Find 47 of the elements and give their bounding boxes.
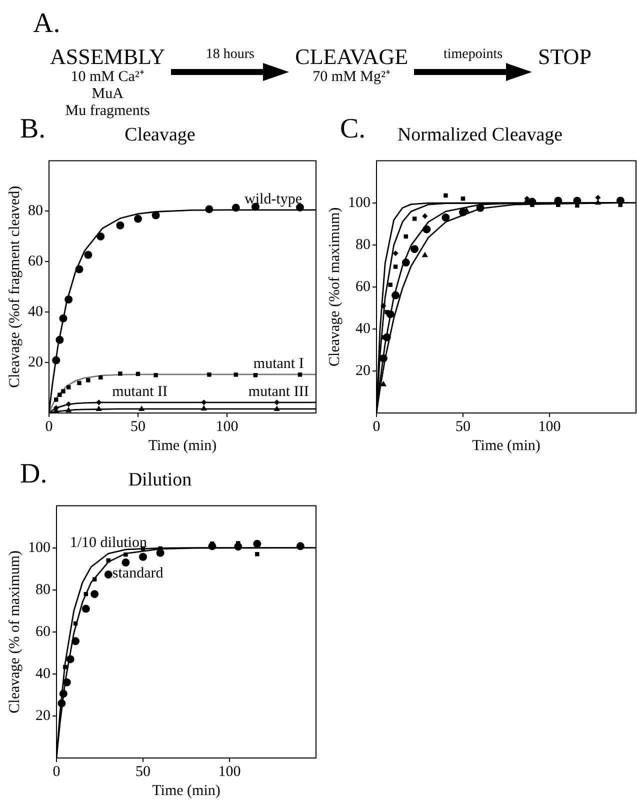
x-tick-label: 0 [52, 764, 60, 780]
y-tick-label: 60 [36, 624, 50, 640]
x-tick-label: 50 [456, 418, 470, 435]
text: A. [33, 8, 60, 40]
y-tick-label: 20 [356, 362, 370, 379]
x-tick-label: 100 [538, 418, 561, 435]
y-tick-label: 80 [28, 203, 43, 220]
y-tick-label: 100 [348, 194, 370, 211]
text: D. [20, 458, 48, 490]
y-tick-label: 40 [356, 320, 370, 337]
x-tick-label: 0 [45, 418, 53, 435]
y-tick-label: 20 [28, 354, 43, 370]
x-axis-title: Time (min) [152, 782, 220, 799]
y-tick-label: 60 [28, 254, 43, 270]
text: STOP [538, 44, 592, 69]
y-tick-label: 80 [36, 582, 50, 598]
y-axis-title: Cleavage (% of maximum) [6, 550, 23, 714]
y-axis-title: Cleavage (%of maximum) [326, 207, 343, 366]
y-tick-label: 60 [356, 278, 370, 295]
x-tick-label: 50 [136, 764, 150, 780]
chart-title: Normalized Cleavage [397, 124, 563, 146]
annotation: standard [112, 565, 164, 582]
annotation: wild-type [244, 191, 302, 208]
x-tick-label: 0 [372, 418, 380, 435]
text: B. [20, 113, 46, 144]
annotation: mutant I [253, 356, 304, 372]
text: C. [340, 113, 366, 144]
text: timepoints [443, 47, 503, 63]
text: 18 hours [206, 47, 254, 63]
y-tick-label: 40 [28, 304, 43, 320]
y-tick-label: 80 [356, 236, 370, 253]
annotation: mutant II [112, 384, 168, 400]
y-axis-title: Cleavage (%of fragment cleaved) [6, 186, 23, 388]
y-tick-label: 20 [36, 708, 50, 724]
y-tick-label: 40 [36, 666, 50, 682]
x-axis-title: Time (min) [472, 438, 540, 454]
x-axis-title: Time (min) [148, 438, 217, 454]
text: ASSEMBLY 10 mM Ca²⁺ MuA Mu fragments [50, 44, 166, 120]
text: CLEAVAGE 70 mM Mg²⁺ [295, 44, 408, 86]
x-tick-label: 50 [130, 418, 146, 435]
annotation: 1/10 dilution [70, 534, 148, 551]
x-tick-label: 100 [218, 764, 241, 780]
annotation: mutant III [248, 384, 309, 400]
y-tick-label: 100 [28, 540, 50, 556]
chart-title: Dilution [128, 469, 192, 490]
x-tick-label: 100 [216, 418, 238, 435]
chart-title: Cleavage [124, 124, 196, 146]
